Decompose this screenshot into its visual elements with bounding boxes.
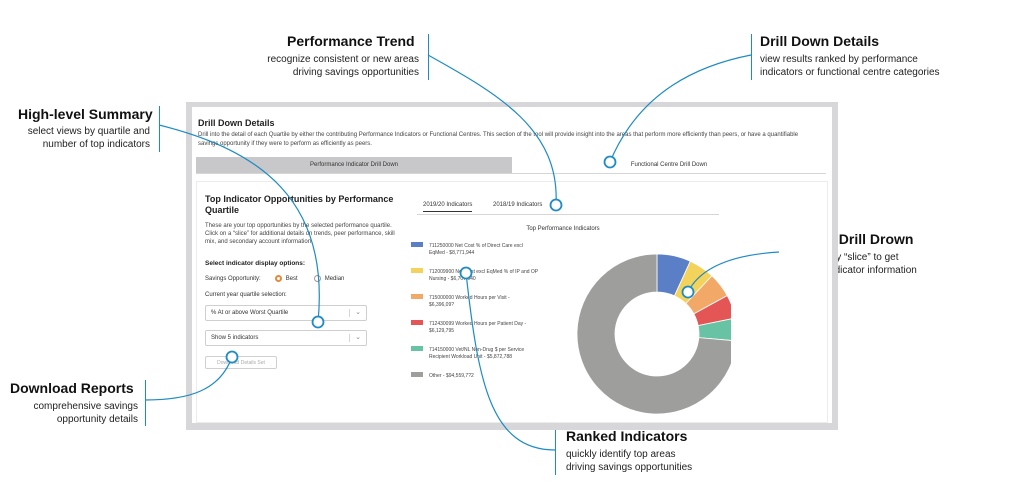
chevron-down-icon: ⌄ — [355, 309, 361, 316]
marker-download-reports — [225, 350, 239, 364]
tab-2018-19[interactable]: 2018/19 Indicators — [493, 202, 543, 208]
indicator-card: Top Indicator Opportunities by Performan… — [196, 181, 828, 423]
donut-slice[interactable] — [576, 253, 731, 415]
legend-swatch — [411, 372, 423, 377]
radio-median-label: Median — [324, 275, 345, 282]
tab-2019-20[interactable]: 2019/20 Indicators — [423, 202, 473, 212]
marker-high-level-summary — [311, 315, 325, 329]
legend-swatch — [411, 346, 423, 351]
drill-down-details-bar — [751, 34, 752, 80]
legend-label: 712430099 Worked Hours per Patient Day -… — [429, 321, 527, 334]
legend-swatch — [411, 268, 423, 273]
marker-performance-trend — [549, 198, 563, 212]
download-reports-title: Download Reports — [10, 380, 134, 396]
panel-title: Drill Down Details — [198, 118, 275, 128]
chevron-down-icon: ⌄ — [355, 334, 361, 341]
marker-ranked-indicators — [459, 266, 473, 280]
download-reports-desc: comprehensive savings opportunity details — [33, 401, 139, 425]
savings-row: Savings Opportunity: Best Median — [205, 275, 344, 282]
simple-drill-down-desc: click on any “slice” to get detailed indi… — [789, 252, 917, 276]
legend-label: Other - $94,559,7?2 — [429, 373, 474, 379]
high-level-summary-bar — [159, 106, 160, 152]
radio-best-label: Best — [285, 275, 298, 282]
tab-performance-indicator[interactable]: Performance Indicator Drill Down — [196, 157, 512, 173]
leader-ranked-indicators — [465, 272, 556, 451]
radio-median[interactable] — [313, 275, 321, 282]
legend-label: 711250000 Net Cost % of Direct Care excl… — [429, 243, 523, 256]
indicator-title: Top Indicator Opportunities by Performan… — [205, 194, 394, 215]
leader-performance-trend — [427, 54, 557, 206]
ranked-indicators-bar — [555, 429, 556, 475]
leader-simple-drill-down — [687, 251, 780, 293]
marker-drill-down-details — [603, 155, 617, 169]
performance-trend-title: Performance Trend — [287, 33, 415, 49]
chart-title: Top Performance Indicators — [526, 226, 599, 232]
legend-label: 712009900 Net Cost excl EqMed % of IP an… — [429, 269, 539, 282]
ranked-indicators-title: Ranked Indicators — [566, 428, 688, 444]
legend-swatch — [411, 320, 423, 325]
quartile-label: Current year quartile selection: — [205, 292, 287, 298]
indicator-count-value: Show 5 indicators — [211, 335, 259, 341]
leader-drill-down-details — [609, 54, 752, 163]
download-button[interactable]: Download Details Set — [205, 356, 277, 369]
legend-swatch — [411, 242, 423, 247]
panel-intro: Drill into the detail of each Quartile b… — [198, 132, 799, 147]
performance-trend-bar — [428, 34, 429, 80]
ranked-indicators-desc: quickly identify top areas driving saving… — [566, 449, 693, 473]
performance-trend-desc: recognize consistent or new areas driving… — [267, 54, 419, 78]
tab-functional-centre[interactable]: Functional Centre Drill Down — [512, 157, 826, 173]
drill-down-details-title: Drill Down Details — [760, 33, 880, 49]
download-reports-bar — [145, 380, 146, 426]
savings-label: Savings Opportunity: — [205, 275, 261, 282]
drill-down-panel: Drill Down Details Drill into the detail… — [192, 107, 832, 423]
legend-swatch — [411, 294, 423, 299]
leader-download-reports — [144, 356, 233, 401]
leader-high-level-summary — [158, 124, 320, 323]
year-tabs: 2019/20 Indicators 2018/19 Indicators — [417, 200, 719, 215]
options-label: Select indicator display options: — [205, 260, 306, 267]
indicator-count-select[interactable]: Show 5 indicators ⌄ — [205, 330, 367, 346]
quartile-select-value: % At or above Worst Quartile — [211, 310, 289, 316]
marker-simple-drill-down — [681, 285, 695, 299]
high-level-summary-desc: select views by quartile and number of to… — [27, 126, 150, 150]
drill-down-details-desc: view results ranked by performance indica… — [760, 54, 940, 78]
drill-down-tabs: Performance Indicator Drill Down Functio… — [196, 157, 826, 174]
high-level-summary-title: High-level Summary — [18, 106, 153, 122]
radio-best[interactable] — [274, 275, 282, 282]
indicator-desc: These are your top opportunities by the … — [205, 223, 395, 245]
quartile-select[interactable]: % At or above Worst Quartile ⌄ — [205, 305, 367, 321]
